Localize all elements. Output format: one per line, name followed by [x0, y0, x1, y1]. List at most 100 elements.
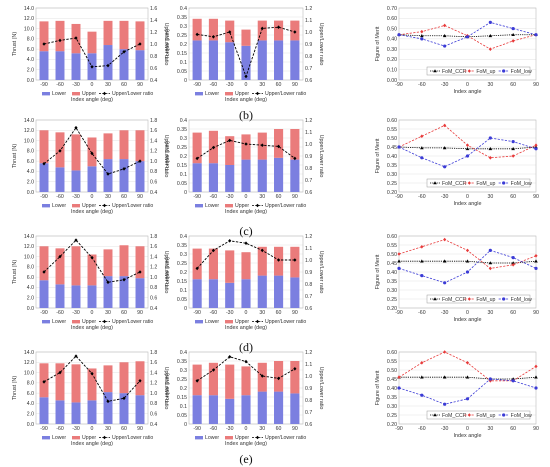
legend-swatch-upper — [225, 92, 233, 96]
x-tick-label: 30 — [259, 310, 265, 316]
bar-lower — [290, 277, 300, 308]
y2-axis-label: Upper/Lower ratio — [318, 367, 324, 410]
series-point — [465, 154, 470, 158]
bar-lower — [71, 402, 81, 424]
y2-tick-label: 0.6 — [150, 412, 157, 418]
y-tick-label: 14.0 — [24, 118, 34, 124]
y-tick-label: 0.15 — [177, 395, 187, 401]
series-point — [465, 375, 470, 379]
x-tick-label: 60 — [510, 194, 516, 200]
y2-tick-label: 1.1 — [305, 18, 312, 24]
bar-upper — [55, 363, 65, 401]
y-axis-label: Figure of Merit — [375, 370, 381, 405]
y-tick-label: 0.20 — [387, 306, 397, 312]
y2-tick-label: 0.8 — [305, 54, 312, 60]
series-point — [465, 361, 470, 365]
series-point — [511, 140, 515, 144]
bar-lower — [241, 279, 251, 308]
y-tick-label: 0.05 — [177, 181, 187, 187]
series-line — [398, 378, 537, 405]
bar-lower — [39, 280, 49, 308]
ratio-point — [138, 270, 142, 274]
legend-swatch-lower — [42, 320, 50, 324]
y-tick-label: 0.50 — [387, 368, 397, 374]
x-tick-label: -90 — [193, 310, 201, 316]
y2-tick-label: 0.9 — [305, 154, 312, 160]
ratio-point — [260, 143, 264, 147]
bar-upper — [208, 362, 218, 396]
y-tick-label: 8.0 — [27, 381, 34, 387]
ratio-point — [42, 42, 46, 46]
legend-label: FoM_up — [476, 181, 495, 187]
y-tick-label: 0.60 — [387, 118, 397, 124]
x-tick-label: 0 — [245, 82, 248, 88]
ratio-point — [138, 42, 142, 46]
legend-swatch-lower — [42, 92, 50, 96]
legend-label: FoM_low — [511, 297, 532, 303]
legend-label: Lower — [205, 203, 219, 209]
series-point — [534, 147, 538, 151]
y-axis-label: Torque (Nm) — [165, 257, 171, 287]
x-tick-label: -30 — [72, 310, 80, 316]
series-point — [511, 256, 515, 260]
legend-marker-ratio — [102, 91, 107, 96]
series-point — [420, 146, 424, 150]
x-tick-label: 30 — [259, 426, 265, 432]
x-tick-label: -90 — [40, 426, 48, 432]
x-tick-label: 30 — [259, 194, 265, 200]
y-tick-label: 12.0 — [24, 244, 34, 250]
series-point — [465, 248, 470, 253]
y-tick-label: 0.15 — [177, 279, 187, 285]
y-tick-label: 0.50 — [387, 26, 397, 32]
legend-box — [426, 66, 531, 76]
series-point — [443, 350, 447, 354]
y-tick-label: 6.0 — [27, 47, 34, 53]
bar-upper — [71, 246, 81, 286]
y-tick-label: 0 — [184, 190, 187, 196]
bar-upper — [135, 361, 145, 396]
x-tick-label: -90 — [395, 426, 403, 432]
y2-tick-label: 0.4 — [150, 190, 157, 196]
y-tick-label: 10.0 — [24, 254, 34, 260]
bar-lower — [257, 391, 267, 424]
series-point — [534, 143, 538, 147]
legend: Lower Upper Upper/Lower ratio — [195, 319, 306, 325]
ratio-point — [42, 161, 46, 166]
x-tick-label: 30 — [487, 82, 493, 88]
x-tick-label: -60 — [418, 82, 426, 88]
x-axis-label: Index angle — [454, 317, 482, 323]
series-point — [420, 33, 424, 38]
legend-label: Upper — [82, 435, 96, 441]
x-tick-label: 90 — [137, 426, 143, 432]
series-point — [397, 145, 401, 149]
y-tick-label: 4.0 — [27, 285, 34, 291]
series-point — [443, 237, 447, 242]
y2-tick-label: 1.1 — [305, 130, 312, 136]
y2-tick-label: 1.0 — [150, 391, 157, 397]
y-tick-label: 0.60 — [387, 16, 397, 22]
y2-tick-label: 1.2 — [305, 6, 312, 12]
y-tick-label: 4.0 — [27, 401, 34, 407]
y-tick-label: 0.2 — [180, 42, 187, 48]
y-tick-label: 0.40 — [387, 270, 397, 276]
ratio-point — [244, 142, 248, 146]
bar-upper — [119, 362, 129, 394]
legend-swatch-upper — [225, 204, 233, 208]
bar-lower — [119, 393, 129, 424]
bar-upper — [87, 31, 97, 54]
x-tick-label: -90 — [40, 194, 48, 200]
bar-upper — [192, 18, 202, 41]
legend-label: Lower — [205, 319, 219, 325]
ratio-point — [58, 38, 62, 43]
series-point — [488, 20, 492, 24]
bar-upper — [274, 20, 284, 41]
bar-lower — [192, 279, 202, 308]
y2-tick-label: 0.9 — [305, 270, 312, 276]
legend-label: Upper/Lower ratio — [112, 203, 153, 209]
y-tick-label: 2.0 — [27, 296, 34, 302]
legend-label: Upper/Lower ratio — [265, 91, 306, 97]
bar-upper — [103, 365, 113, 393]
bar-upper — [103, 249, 113, 277]
bar-lower — [87, 285, 97, 308]
ratio-point — [74, 238, 78, 242]
